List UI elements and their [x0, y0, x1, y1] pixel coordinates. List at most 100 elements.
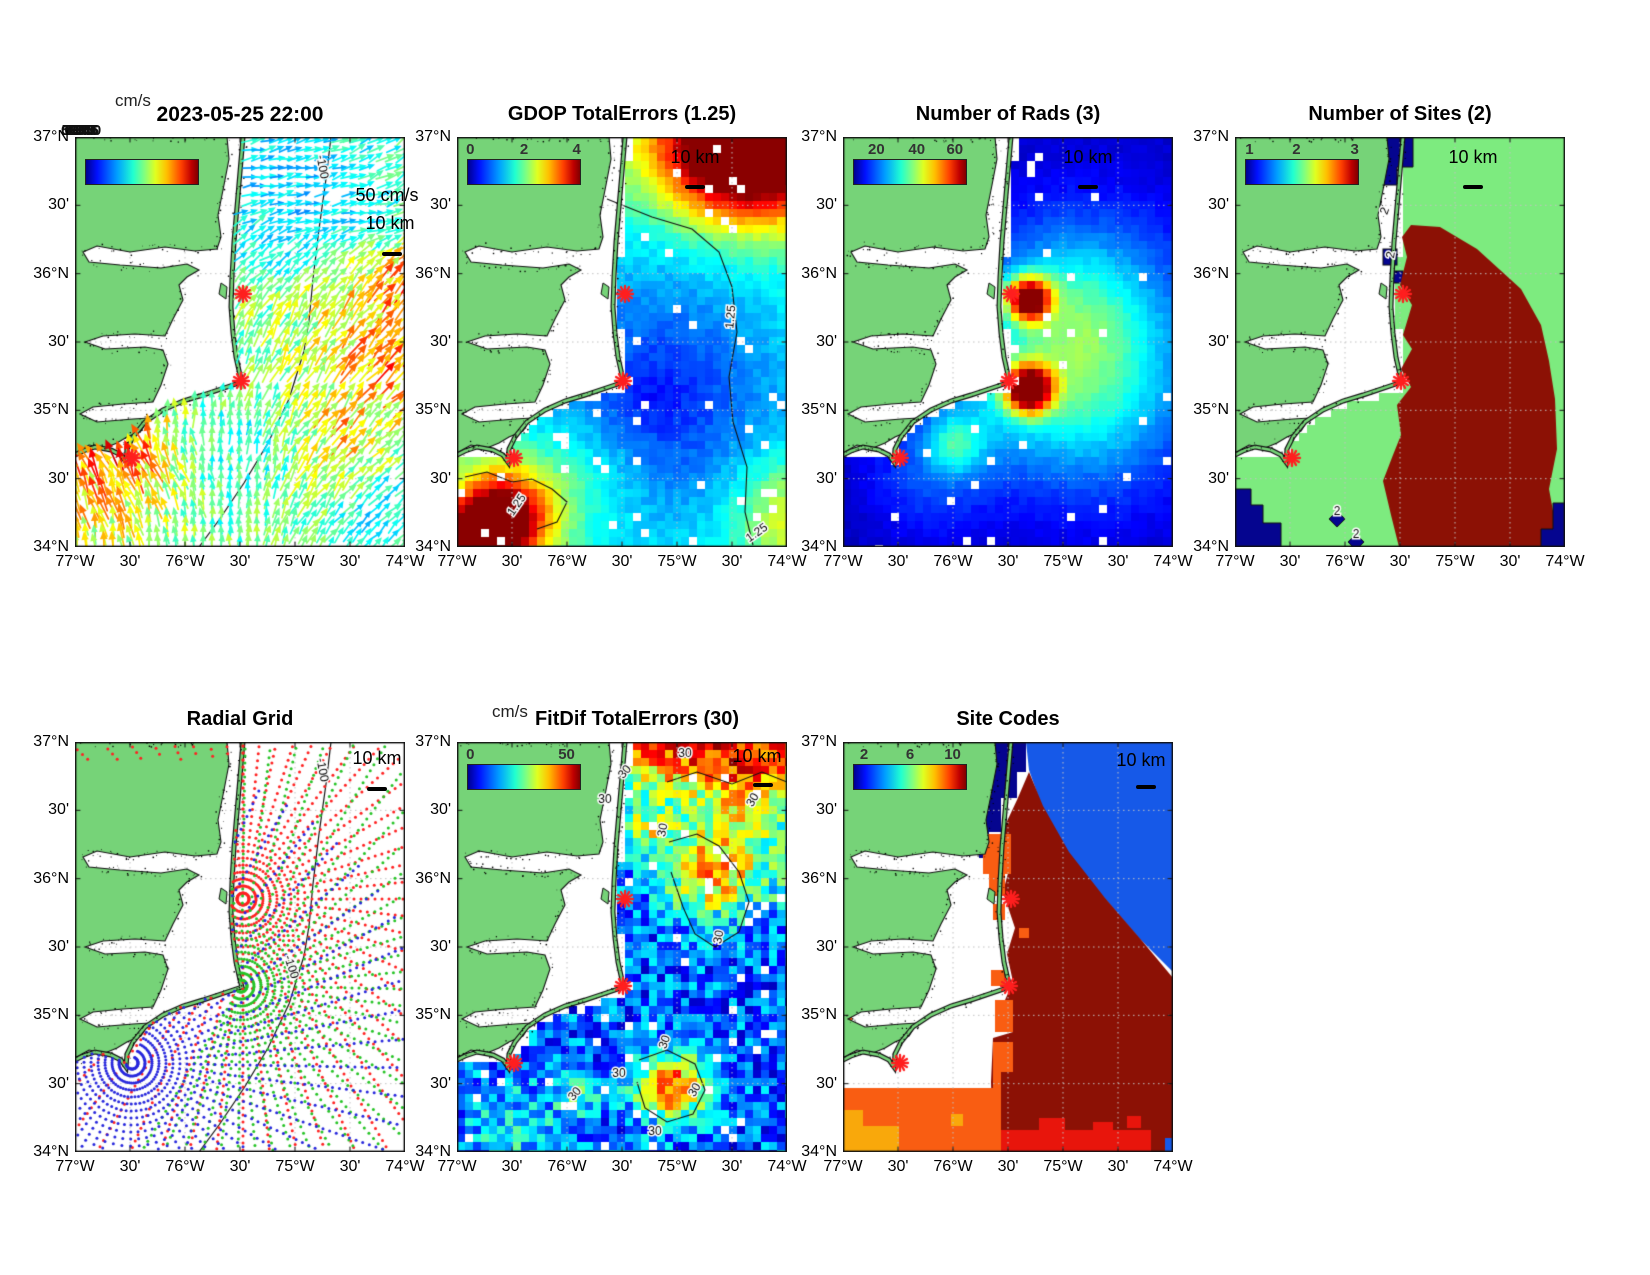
lon-tick-label: 30'	[1279, 553, 1301, 570]
lat-tick-label: 36°N	[801, 264, 837, 282]
lat-tick-label: 35°N	[33, 401, 69, 419]
lon-tick-label: 77°W	[437, 553, 477, 570]
totals-scale-bar	[382, 252, 402, 256]
radial-scale-bar	[367, 787, 387, 791]
lon-tick-label: 30'	[887, 1158, 909, 1175]
lat-tick-label: 35°N	[415, 1006, 451, 1024]
lon-tick-label: 30'	[1389, 553, 1411, 570]
lat-tick-label: 30'	[816, 938, 837, 955]
lat-tick-label: 30'	[48, 1074, 69, 1092]
lon-tick-label: 76°W	[547, 1158, 587, 1175]
lon-tick-label: 30'	[229, 1158, 251, 1175]
nrads-colorbar-tick: 40	[908, 141, 926, 158]
lat-tick-label: 37°N	[33, 733, 69, 750]
lat-tick-label: 35°N	[801, 401, 837, 419]
lat-tick-label: 36°N	[1193, 264, 1229, 282]
fitdif-unit-label: cm/s	[492, 702, 528, 721]
panel-title: FitDif TotalErrors (30)	[534, 708, 740, 730]
gdop-colorbar-tick: 2	[519, 141, 529, 158]
lon-tick-label: 76°W	[547, 553, 587, 570]
lat-tick-label: 30'	[430, 801, 451, 819]
nsites-colorbar-tick: 2	[1292, 141, 1301, 158]
lat-tick-label: 35°N	[801, 1006, 837, 1024]
nsites-scale-bar	[1463, 185, 1483, 189]
lon-tick-label: 30'	[501, 1158, 523, 1175]
lon-tick-label: 74°W	[767, 1158, 807, 1175]
panel-title: Number of Rads (3)	[915, 103, 1101, 125]
lat-tick-label: 34°N	[1193, 538, 1229, 555]
nrads-scale-label: 10 km	[1063, 147, 1113, 167]
lon-tick-label: 77°W	[55, 553, 95, 570]
nrads-scale-bar	[1078, 185, 1098, 189]
lon-tick-label: 30'	[1499, 553, 1521, 570]
sitecodes-scale-bar	[1136, 785, 1156, 789]
lat-tick-label: 37°N	[33, 128, 69, 145]
panel-totals: 2023-05-25 22:00 cm/s 0 5 10 15 20 25 30 …	[33, 91, 424, 570]
lon-tick-label: 74°W	[1153, 553, 1193, 570]
lon-tick-label: 75°W	[657, 553, 697, 570]
fitdif-colorbar: 0 50	[466, 746, 581, 790]
lon-tick-label: 75°W	[275, 1158, 315, 1175]
lon-tick-label: 30'	[1107, 1158, 1129, 1175]
panel-title: Site Codes	[956, 708, 1060, 730]
lon-tick-label: 77°W	[823, 1158, 863, 1175]
radial-map-canvas	[75, 742, 405, 1152]
lon-tick-label: 75°W	[1043, 553, 1083, 570]
lat-tick-label: 30'	[816, 469, 837, 487]
lon-tick-label: 74°W	[385, 1158, 425, 1175]
lat-tick-label: 37°N	[415, 733, 451, 750]
totals-colorbar-ticks-overlapped: 0 5 10 15 20 25 30 35 40 45 50 55 60	[61, 124, 101, 139]
lon-tick-label: 76°W	[165, 1158, 205, 1175]
lat-tick-label: 30'	[1208, 196, 1229, 214]
lat-tick-label: 30'	[48, 333, 69, 350]
nsites-colorbar-tick: 1	[1245, 141, 1254, 158]
lat-tick-label: 30'	[1208, 333, 1229, 350]
totals-vector-scale-label: 50 cm/s	[355, 185, 419, 205]
lat-tick-label: 30'	[48, 938, 69, 955]
lon-tick-label: 75°W	[1043, 1158, 1083, 1175]
lon-tick-label: 30'	[997, 553, 1019, 570]
lon-tick-label: 76°W	[933, 1158, 973, 1175]
sitecodes-colorbar: 2 6 10	[853, 746, 967, 790]
gdop-scale-bar	[685, 185, 705, 189]
lat-tick-label: 37°N	[801, 128, 837, 145]
lon-tick-label: 30'	[339, 1158, 361, 1175]
totals-colorbar	[85, 159, 199, 185]
lon-tick-label: 77°W	[1215, 553, 1255, 570]
sitecodes-colorbar-tick: 6	[905, 746, 915, 763]
lat-tick-label: 36°N	[415, 869, 451, 887]
lon-tick-label: 74°W	[767, 553, 807, 570]
panel-nrads: Number of Rads (3) 20 40 60 10 km 37°N 30' 36°…	[801, 103, 1192, 570]
lat-tick-label: 30'	[816, 801, 837, 819]
lon-tick-label: 30'	[229, 553, 251, 570]
nsites-scale-label: 10 km	[1448, 147, 1498, 167]
lat-tick-label: 36°N	[801, 869, 837, 887]
lat-tick-label: 35°N	[1193, 401, 1229, 419]
lat-tick-label: 36°N	[415, 264, 451, 282]
nrads-colorbar-tick: 20	[868, 141, 885, 158]
lat-tick-label: 30'	[48, 196, 69, 214]
lon-tick-label: 75°W	[275, 553, 315, 570]
lon-tick-label: 30'	[339, 553, 361, 570]
lat-tick-label: 35°N	[33, 1006, 69, 1024]
lon-tick-label: 77°W	[55, 1158, 95, 1175]
radial-scale-label: 10 km	[352, 748, 402, 768]
lat-tick-label: 37°N	[801, 733, 837, 750]
lon-tick-label: 30'	[119, 553, 141, 570]
lat-tick-label: 30'	[430, 333, 451, 350]
panel-gdop: GDOP TotalErrors (1.25) 0 2 4 10 km 37°N 30' 3…	[415, 103, 806, 570]
lon-tick-label: 74°W	[1545, 553, 1585, 570]
lat-tick-label: 30'	[48, 469, 69, 487]
nsites-colorbar: 1 2 3	[1245, 141, 1359, 185]
lon-tick-label: 30'	[721, 1158, 743, 1175]
lat-tick-label: 35°N	[415, 401, 451, 419]
panel-title: GDOP TotalErrors (1.25)	[507, 103, 737, 125]
lon-tick-label: 74°W	[1153, 1158, 1193, 1175]
sitecodes-colorbar-tick: 2	[859, 746, 869, 763]
totals-unit-label: cm/s	[115, 91, 151, 110]
lon-tick-label: 30'	[887, 553, 909, 570]
lon-tick-label: 75°W	[1435, 553, 1475, 570]
lat-tick-label: 30'	[430, 1074, 451, 1092]
lon-tick-label: 30'	[997, 1158, 1019, 1175]
